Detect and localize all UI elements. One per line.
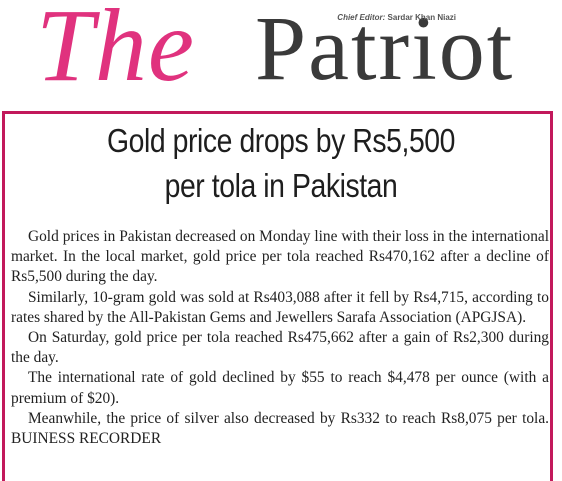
masthead: The Patriot Chief Editor: Sardar Khan Ni… bbox=[0, 0, 562, 108]
article-body: Gold prices in Pakistan decreased on Mon… bbox=[11, 227, 549, 449]
masthead-title-the: The bbox=[36, 0, 195, 103]
headline-line-2: per tola in Pakistan bbox=[164, 167, 398, 204]
article-paragraph: The international rate of gold declined … bbox=[11, 369, 549, 407]
article-paragraph: On Saturday, gold price per tola reached… bbox=[11, 329, 549, 367]
headline-line-1: Gold price drops by Rs5,500 bbox=[106, 122, 456, 159]
masthead-title-patriot: Patriot bbox=[255, 0, 515, 99]
chief-editor-label: Chief Editor: bbox=[337, 13, 386, 22]
chief-editor-credit: Chief Editor: Sardar Khan Niazi bbox=[337, 13, 456, 22]
article-paragraph: Similarly, 10-gram gold was sold at Rs40… bbox=[11, 288, 549, 326]
article-frame bbox=[2, 111, 553, 481]
article-paragraph: Meanwhile, the price of silver also decr… bbox=[11, 409, 549, 448]
chief-editor-name: Sardar Khan Niazi bbox=[387, 13, 456, 22]
article-headline: Gold price drops by Rs5,500 per tola in … bbox=[39, 118, 522, 208]
article-paragraph: Gold prices in Pakistan decreased on Mon… bbox=[11, 228, 549, 286]
